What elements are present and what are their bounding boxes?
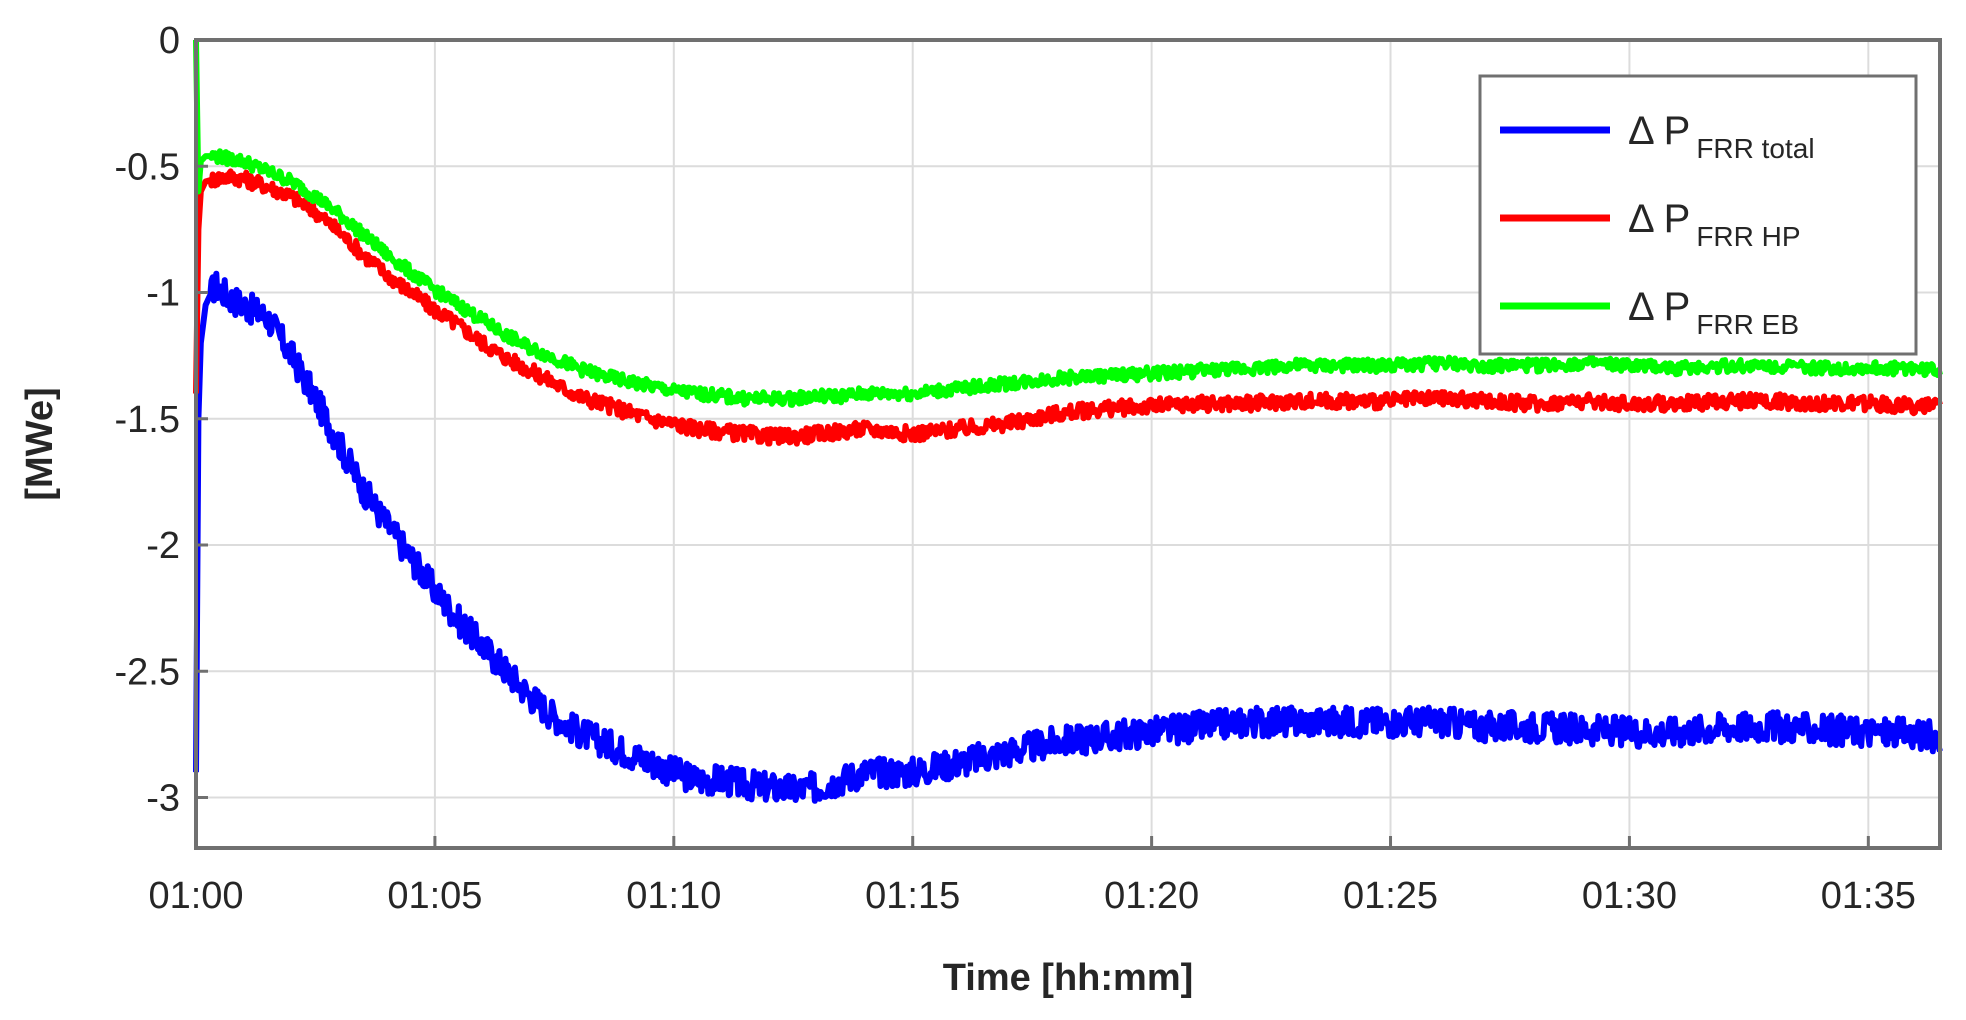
plot-frame: [194, 38, 1942, 850]
series-line-1: [193, 270, 1943, 804]
legend-entry-name: Δ P: [1628, 285, 1690, 329]
x-tick-label: 01:05: [387, 875, 482, 917]
legend-entry-name: Δ P: [1628, 197, 1690, 241]
y-tick-label: -0.5: [115, 146, 180, 188]
legend-entry-subscript: FRR HP: [1696, 221, 1800, 252]
legend-entry-subscript: FRR EB: [1696, 309, 1799, 340]
legend-entry-2: Δ P FRR HP: [1628, 197, 1801, 252]
legend-entry-subscript: FRR total: [1696, 133, 1814, 164]
x-tick-label: 01:25: [1343, 875, 1438, 917]
x-axis-label: Time [hh:mm]: [943, 957, 1194, 999]
y-axis-ticks: 0 -0.5 -1 -1.5 -2 -2.5 -3: [115, 20, 208, 820]
y-tick-label: -1.5: [115, 399, 180, 441]
y-tick-label: -1: [146, 273, 180, 315]
legend-entry-3: Δ P FRR EB: [1628, 285, 1799, 340]
series-line-3: [193, 39, 1943, 408]
x-tick-label: 01:20: [1104, 875, 1199, 917]
series-line-2: [193, 168, 1943, 447]
x-tick-label: 01:35: [1821, 875, 1916, 917]
y-tick-label: -2.5: [115, 651, 180, 693]
legend-entry-name: Δ P: [1628, 109, 1690, 153]
y-tick-label: 0: [159, 20, 180, 62]
x-axis-ticks: 01:00 01:05 01:10 01:15 01:20 01:25 01:30 01:35: [148, 836, 1916, 917]
x-tick-label: 01:10: [626, 875, 721, 917]
series-layer: [193, 39, 1943, 804]
y-axis-label: [MWe]: [19, 387, 61, 500]
x-tick-label: 01:00: [148, 875, 243, 917]
y-tick-label: -2: [146, 525, 180, 567]
y-tick-label: -3: [146, 778, 180, 820]
x-tick-label: 01:30: [1582, 875, 1677, 917]
legend-entry-1: Δ P FRR total: [1628, 109, 1815, 164]
x-tick-label: 01:15: [865, 875, 960, 917]
